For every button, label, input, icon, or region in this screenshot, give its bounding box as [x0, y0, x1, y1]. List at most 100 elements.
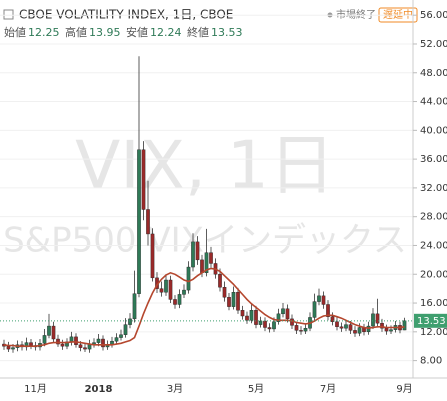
ohlc-value: 13.95: [89, 26, 121, 39]
candle-body: [137, 149, 141, 294]
delay-status: 遅延中: [383, 8, 413, 21]
candle-body: [267, 327, 272, 330]
candle-body: [285, 308, 290, 320]
candle-body: [299, 330, 303, 332]
candle-body: [272, 321, 276, 330]
candle-body: [384, 328, 389, 332]
candle-body: [380, 322, 384, 329]
candle-body: [254, 310, 258, 325]
market-status: 市場終了: [336, 8, 376, 21]
candle-body: [294, 325, 299, 331]
candle-body: [330, 316, 335, 322]
candle-body: [209, 252, 213, 264]
candle-body: [335, 321, 339, 327]
candle-body: [42, 335, 47, 344]
candle-body: [326, 304, 330, 317]
ohlc-label: 安値: [126, 25, 148, 39]
candle-body: [281, 308, 285, 315]
candle-body: [182, 289, 186, 295]
ohlc-label: 終値: [187, 25, 209, 39]
candle-body: [402, 320, 407, 331]
candle-body: [56, 338, 60, 345]
candle-body: [159, 288, 164, 293]
y-tick-label: 28.00: [420, 212, 447, 223]
candle-body: [11, 347, 15, 350]
candle-body: [200, 259, 204, 274]
candle-body: [191, 241, 195, 268]
last-price-label: 13.53: [417, 316, 446, 327]
candle-body: [231, 292, 236, 307]
candle-body: [245, 315, 249, 321]
ohlc-value: 13.53: [211, 26, 243, 39]
watermark: VIX, 1日: [75, 127, 335, 204]
y-tick-label: 20.00: [420, 269, 447, 280]
candle-body: [132, 293, 137, 320]
candle-body: [186, 266, 191, 291]
candle-body: [357, 327, 362, 334]
candle-body: [150, 233, 155, 279]
x-tick-label: 11月: [24, 383, 47, 395]
candle-body: [321, 295, 326, 305]
candle-body: [263, 320, 267, 328]
candle-body: [6, 346, 11, 350]
candle-body: [146, 209, 150, 235]
candle-body: [173, 299, 177, 305]
candle-body: [317, 295, 321, 302]
plot: [0, 14, 413, 362]
candle-body: [249, 310, 254, 321]
candle-body: [51, 325, 56, 340]
candle-body: [96, 338, 101, 343]
candle-body: [164, 279, 168, 293]
candle-body: [83, 347, 87, 350]
y-tick-label: 56.00: [420, 10, 447, 21]
candle-body: [101, 338, 105, 348]
ohlc-label: 始値: [4, 25, 26, 39]
x-tick-label: 7月: [320, 383, 336, 395]
candle-body: [353, 330, 357, 334]
candle-body: [339, 326, 344, 329]
y-tick-label: 16.00: [420, 298, 447, 309]
y-tick-label: 32.00: [420, 183, 447, 194]
x-tick-label: 2018: [85, 384, 113, 395]
candle-body: [128, 318, 132, 325]
x-tick-label: 5月: [248, 383, 264, 395]
candle-body: [204, 252, 209, 274]
candle-body: [141, 149, 146, 210]
y-tick-label: 48.00: [420, 68, 447, 79]
candle-body: [227, 297, 231, 307]
candle-body: [312, 301, 317, 318]
candle-body: [78, 344, 83, 348]
candle-body: [47, 325, 51, 336]
candle-body: [60, 343, 65, 347]
x-tick-label: 3月: [167, 383, 183, 395]
y-tick-label: 44.00: [420, 97, 447, 108]
ohlc-label: 高値: [65, 25, 87, 39]
candle-body: [236, 292, 240, 311]
y-tick-label: 12.00: [420, 327, 447, 338]
candle-body: [168, 279, 173, 300]
candle-body: [123, 324, 128, 335]
ohlc-value: 12.24: [150, 26, 182, 39]
y-tick-label: 40.00: [420, 125, 447, 136]
candle-body: [218, 274, 222, 288]
moving-average: [3, 267, 405, 347]
candle-body: [74, 336, 78, 345]
candle-body: [344, 324, 348, 329]
candle-body: [371, 313, 375, 327]
candle-body: [114, 337, 119, 342]
y-tick-label: 8.00: [420, 356, 442, 367]
candle-body: [375, 313, 380, 324]
ohlc-value: 12.25: [28, 26, 60, 39]
candle-body: [240, 310, 245, 317]
last-price-box: [414, 313, 447, 328]
y-tick-label: 52.00: [420, 39, 447, 50]
y-tick-label: 36.00: [420, 154, 447, 165]
symbol-icon[interactable]: [3, 9, 14, 20]
y-tick-label: 24.00: [420, 240, 447, 251]
chart-title: CBOE VOLATILITY INDEX, 1日, CBOE: [19, 8, 233, 22]
ohlc-legend: 始値 12.25 高値 13.95 安値 12.24 終値 13.53: [4, 25, 243, 39]
candle-body: [222, 287, 227, 298]
candle-body: [348, 324, 353, 331]
